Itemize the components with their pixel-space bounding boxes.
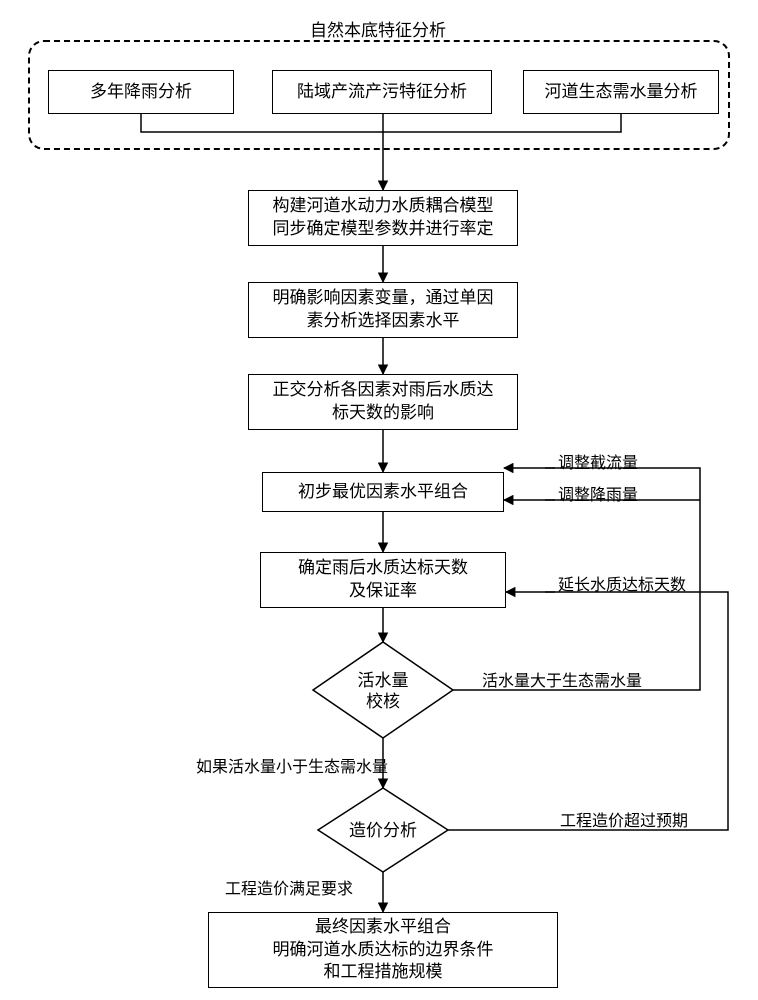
group-title: 自然本底特征分析 (310, 20, 446, 42)
decision-node: 活水量校核 (313, 642, 453, 738)
process-node: 明确影响因素变量，通过单因素分析选择因素水平 (248, 282, 518, 338)
process-node: 多年降雨分析 (48, 70, 234, 114)
flow-edge (448, 592, 728, 830)
process-node: 确定雨后水质达标天数及保证率 (260, 552, 506, 608)
decision-node: 造价分析 (318, 788, 448, 872)
process-node: 最终因素水平组合明确河道水质达标的边界条件和工程措施规模 (208, 912, 558, 988)
process-node: 构建河道水动力水质耦合模型同步确定模型参数并进行率定 (248, 190, 518, 246)
edge-label: 工程造价满足要求 (225, 880, 353, 901)
flowchart-canvas: 自然本底特征分析多年降雨分析陆域产流产污特征分析河道生态需水量分析构建河道水动力… (0, 0, 758, 1000)
process-node: 初步最优因素水平组合 (262, 472, 504, 512)
process-node: 正交分析各因素对雨后水质达标天数的影响 (248, 374, 518, 430)
edge-label: 活水量大于生态需水量 (482, 672, 642, 693)
process-node: 陆域产流产污特征分析 (272, 70, 492, 114)
process-node: 河道生态需水量分析 (523, 70, 719, 114)
edge-label: 调整截流量 (558, 454, 638, 475)
edge-label: 如果活水量小于生态需水量 (196, 758, 388, 779)
edge-label: 延长水质达标天数 (558, 576, 686, 597)
edge-label: 调整降雨量 (558, 486, 638, 507)
edge-label: 工程造价超过预期 (560, 812, 688, 833)
